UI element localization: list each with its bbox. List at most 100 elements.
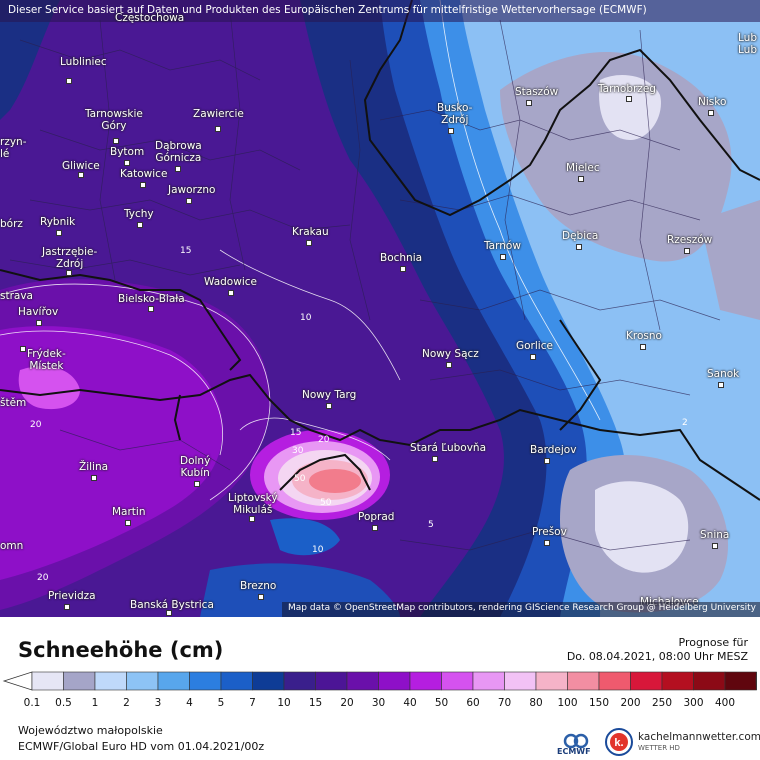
admin-borders [0,0,760,501]
city-label: omn [0,540,24,552]
svg-text:k.: k. [614,737,623,749]
legend-swatch [535,671,568,691]
city-marker [526,100,532,106]
city-marker [148,306,154,312]
legend-swatch [220,671,253,691]
ecmwf-logo-text: ECMWF [557,747,591,756]
city-label: Lub Lub [738,32,757,56]
city-marker [448,128,454,134]
city-label: Lubliniec [60,56,107,68]
map-attribution: Map data © OpenStreetMap contributors, r… [288,603,756,613]
city-label: Bochnia [380,252,423,264]
city-label: Jaworzno [168,184,216,196]
city-label: Sanok [707,368,740,380]
contour-label: 2 [682,418,688,428]
city-marker [78,172,84,178]
legend-tick-label: 0.1 [23,697,41,709]
city-label: Zawiercie [193,108,244,120]
city-label: Bardejov [530,444,577,456]
contour-label: 50 [320,498,332,508]
legend-swatch [378,671,411,691]
city-marker [125,520,131,526]
legend-tick-label: 80 [529,697,543,709]
city-label: Dębica [562,230,599,242]
city-label: Martin [112,506,146,518]
city-marker [113,138,119,144]
city-label: Prešov [532,526,567,538]
city-marker [20,346,26,352]
city-marker [446,362,452,368]
city-marker [578,176,584,182]
city-label: Banská Bystrica [130,599,214,611]
legend-tick-label: 50 [434,697,449,709]
legend-tick-label: 70 [497,697,512,709]
city-marker [372,525,378,531]
legend-swatch [724,671,757,691]
legend-tick-label: 300 [683,697,704,709]
ecmwf-notice: Dieser Service basiert auf Daten und Pro… [8,4,647,16]
snow-5-7-south [270,518,340,556]
city-label: strava [0,290,33,302]
snow-50-60-area [18,366,81,410]
city-label: Rybnik [40,216,76,228]
legend-swatch [315,671,348,691]
city-label: Krosno [626,330,662,342]
city-label: Jastrzębie- Zdrój [42,246,98,270]
contour-lines [0,0,601,501]
city-marker [186,198,192,204]
city-label: Tarnowskie Góry [85,108,143,132]
legend-tick-label: 30 [371,697,386,709]
chart-title: Schneehöhe (cm) [18,638,224,662]
contour-label: 20 [318,435,330,445]
city-label: Tarnów [484,240,521,252]
legend-left-arrow [2,671,33,691]
region-name: Województwo małopolskie [18,724,163,737]
city-marker [137,222,143,228]
city-marker [166,610,172,616]
legend-tick-label: 60 [466,697,480,709]
legend-tick-label: 10 [277,697,291,709]
city-label: Nisko [698,96,727,108]
city-label: Stará Ľubovňa [410,442,487,454]
legend-swatch [661,671,694,691]
snow-0.5-1-area [500,51,732,262]
snow-100-150-tatra [309,469,361,493]
city-label: Mielec [566,162,600,174]
contour-label: 15 [290,428,302,438]
snow-7-10-northwest [0,0,60,120]
forecast-label: Prognose für [678,636,749,649]
city-marker [36,320,42,326]
snow-depth-map: Dieser Service basiert auf Daten und Pro… [0,0,760,617]
legend-swatch [63,671,96,691]
city-marker [544,458,550,464]
legend-tick-label: 3 [154,697,162,709]
contour-label: 10 [312,545,324,555]
city-label: Nowy Sącz [422,348,479,360]
contour-label: 50 [294,474,306,484]
legend-tick-label: 100 [557,697,578,709]
city-marker [640,344,646,350]
city-marker [249,516,255,522]
city-label: Žilina [79,461,109,473]
district-borders [9,9,721,551]
legend-swatch [126,671,159,691]
city-marker [228,290,234,296]
legend-tick-label: 2 [123,697,130,709]
city-label: Bytom [110,146,145,158]
city-label: Liptovský Mikuláš [228,492,278,516]
city-marker [500,254,506,260]
legend-swatch [409,671,442,691]
city-marker [326,403,332,409]
brand-name: kachelmannwetter.com [638,731,760,743]
map-attribution-bar: Map data © OpenStreetMap contributors, r… [282,602,760,617]
city-marker [66,78,72,84]
contour-label: 15 [180,246,192,256]
legend-tick-label: 0.5 [55,697,72,709]
legend-swatch [283,671,316,691]
legend-swatch [189,671,222,691]
city-label: Częstochowa [115,12,185,24]
city-marker [712,543,718,549]
legend-swatch [94,671,127,691]
city-label: Katowice [120,168,168,180]
city-label: Rzeszów [667,234,713,246]
